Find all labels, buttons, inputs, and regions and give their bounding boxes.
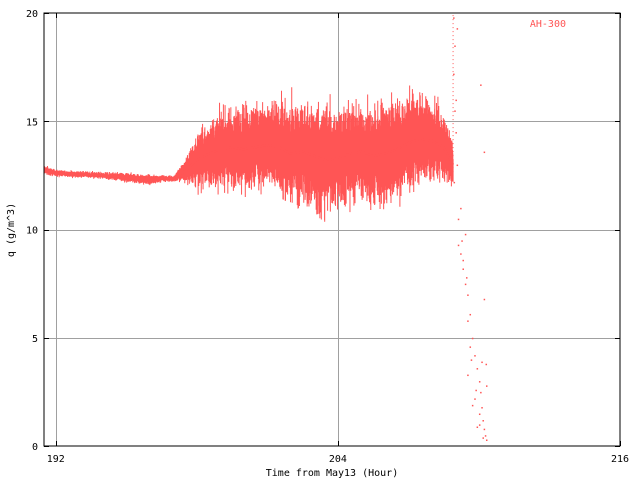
y-tick-label: 0 [32,442,38,453]
series-ah-300-point [475,389,477,392]
series-ah-300-point [462,268,464,270]
series-ah-300-point [485,385,488,387]
series-ah-300-point [483,151,486,154]
series-ah-300-point [478,424,481,426]
series-ah-300-point [481,361,483,364]
y-tick-label: 20 [26,9,38,20]
series-ah-300-point [471,404,474,407]
series-ah-300-point [453,73,455,76]
series-ah-300-point [476,368,479,370]
series-ah-300-point [455,132,457,134]
series-ah-300-point [485,439,488,441]
series-ah-300-point [467,320,469,322]
series-ah-300-point [456,28,459,30]
series-ah-300-point [454,110,456,112]
y-axis-label: q (g/m^3) [6,203,17,257]
series-ah-300-core [43,137,454,181]
series-ah-300-point [456,164,459,167]
series-ah-300-point [474,355,476,357]
series-ah-300-point [464,233,467,236]
plot-frame [43,12,621,447]
series-ah-300-point [469,346,472,348]
series-ah-300-point [457,218,460,221]
series-ah-300-point [471,337,474,340]
grid-layer [44,13,620,446]
x-axis-label: Time from May13 (Hour) [266,468,398,479]
series-ah-300-point [455,99,457,102]
series-ah-300-point [454,45,456,47]
y-tick-label: 15 [26,117,38,128]
series-ah-300-point [460,207,462,210]
series-ah-300-point [482,437,484,439]
series-ah-300-point [466,277,468,279]
series-ah-300-point [480,391,482,394]
series-ah-300-point [470,359,473,361]
series-ah-300-point [481,407,483,409]
series-ah-300-point [480,84,482,86]
legend-label: AH-300 [530,19,566,30]
series-ah-300-point [469,313,472,316]
series-ah-300-point [482,420,484,422]
data-layer [43,15,488,441]
series-ah-300-point [461,240,463,242]
label-layer: Time from May13 (Hour) q (g/m^3) AH-300 [6,19,606,479]
series-ah-300-point [460,253,462,255]
series-ah-300-point [474,398,476,400]
x-tick-label: 192 [47,454,65,465]
series-ah-300-point [462,259,464,262]
series-ah-300-point [478,413,481,416]
series-ah-300-point [483,298,486,301]
y-tick-label: 10 [26,226,38,237]
y-tick-label: 5 [32,334,38,345]
series-ah-300-trace [43,85,454,222]
tick-layer: 0 5 10 15 20 192 204 216 [26,9,629,465]
series-ah-300-point [464,283,467,286]
series-ah-300-point [478,381,481,383]
series-ah-300-point [476,426,479,429]
x-tick-label: 204 [329,454,347,465]
series-ah-300-point [453,17,455,19]
x-tick-label: 216 [611,454,629,465]
series-ah-300-point [483,428,486,431]
series-ah-300-point [484,435,487,437]
series-ah-300-point [457,244,460,247]
series-ah-300-point [485,363,488,366]
series-ah-300-point [467,374,469,377]
series-ah-300-point [467,294,469,296]
series-ah-300-point [453,181,456,184]
